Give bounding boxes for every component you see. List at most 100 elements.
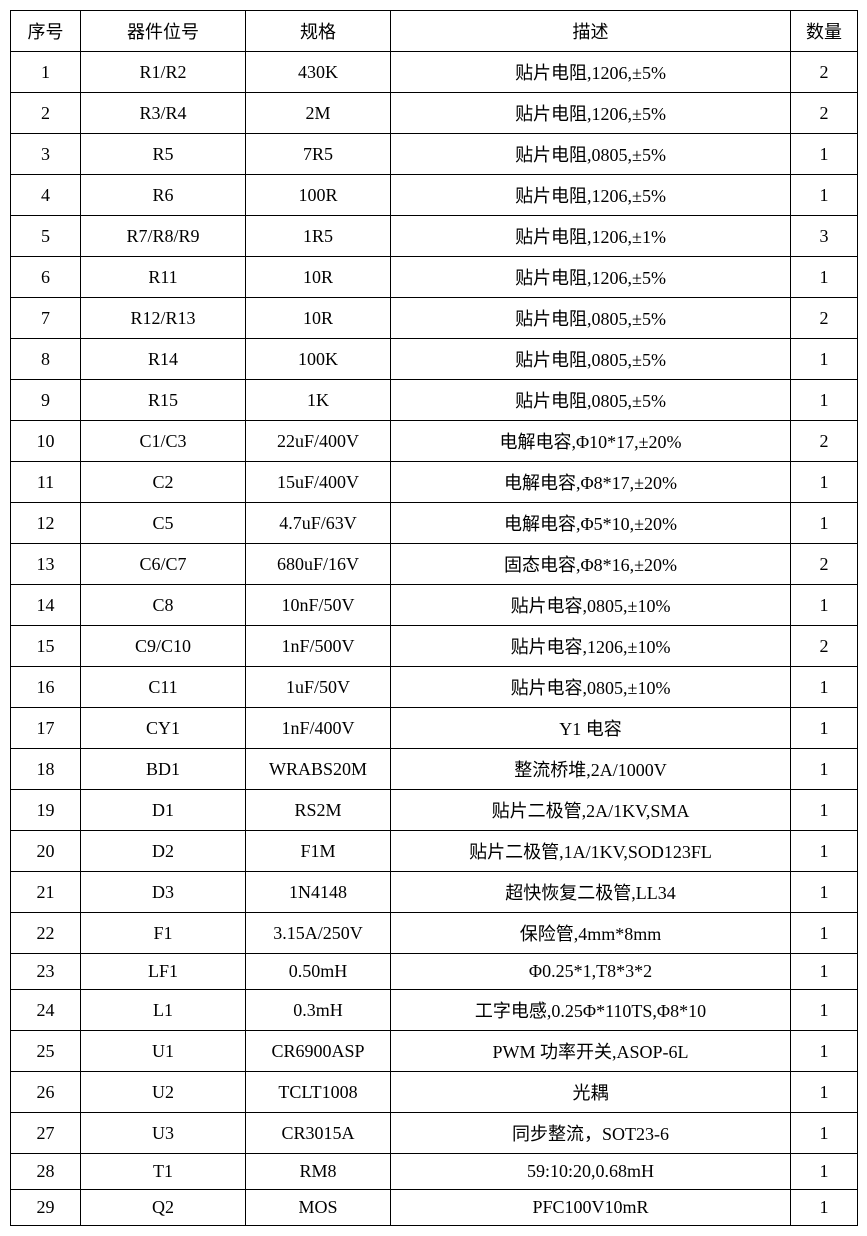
cell-quantity: 1 [791,1113,858,1154]
cell-designator: C9/C10 [81,626,246,667]
cell-index: 8 [11,339,81,380]
cell-designator: Q2 [81,1190,246,1226]
cell-description: 电解电容,Φ5*10,±20% [391,503,791,544]
cell-description: Φ0.25*1,T8*3*2 [391,954,791,990]
cell-description: 贴片电阻,1206,±5% [391,175,791,216]
cell-description: 电解电容,Φ8*17,±20% [391,462,791,503]
cell-spec: 10R [246,257,391,298]
cell-spec: 1uF/50V [246,667,391,708]
cell-description: 贴片电阻,0805,±5% [391,380,791,421]
cell-designator: D3 [81,872,246,913]
cell-spec: RS2M [246,790,391,831]
cell-designator: U2 [81,1072,246,1113]
cell-spec: 2M [246,93,391,134]
table-header-row: 序号 器件位号 规格 描述 数量 [11,11,858,52]
cell-designator: C2 [81,462,246,503]
cell-spec: 7R5 [246,134,391,175]
cell-spec: 10R [246,298,391,339]
table-row: 24L10.3mH工字电感,0.25Φ*110TS,Φ8*101 [11,990,858,1031]
col-header-quantity: 数量 [791,11,858,52]
cell-index: 7 [11,298,81,339]
cell-description: 固态电容,Φ8*16,±20% [391,544,791,585]
table-row: 26U2TCLT1008光耦1 [11,1072,858,1113]
table-row: 3R57R5贴片电阻,0805,±5%1 [11,134,858,175]
cell-index: 28 [11,1154,81,1190]
cell-index: 13 [11,544,81,585]
cell-index: 9 [11,380,81,421]
cell-designator: R14 [81,339,246,380]
cell-description: 工字电感,0.25Φ*110TS,Φ8*10 [391,990,791,1031]
cell-spec: 15uF/400V [246,462,391,503]
cell-index: 5 [11,216,81,257]
cell-designator: C1/C3 [81,421,246,462]
cell-spec: 10nF/50V [246,585,391,626]
cell-spec: 0.50mH [246,954,391,990]
table-row: 10C1/C322uF/400V电解电容,Φ10*17,±20%2 [11,421,858,462]
cell-index: 22 [11,913,81,954]
cell-description: 电解电容,Φ10*17,±20% [391,421,791,462]
cell-spec: 1R5 [246,216,391,257]
col-header-description: 描述 [391,11,791,52]
cell-index: 4 [11,175,81,216]
cell-description: 贴片二极管,2A/1KV,SMA [391,790,791,831]
cell-spec: 1nF/400V [246,708,391,749]
cell-designator: CY1 [81,708,246,749]
cell-index: 12 [11,503,81,544]
cell-designator: R12/R13 [81,298,246,339]
cell-designator: R1/R2 [81,52,246,93]
table-header: 序号 器件位号 规格 描述 数量 [11,11,858,52]
cell-spec: 1K [246,380,391,421]
cell-index: 24 [11,990,81,1031]
cell-spec: 100R [246,175,391,216]
cell-spec: 22uF/400V [246,421,391,462]
table-row: 19D1RS2M贴片二极管,2A/1KV,SMA1 [11,790,858,831]
cell-spec: 4.7uF/63V [246,503,391,544]
cell-description: 贴片电阻,1206,±1% [391,216,791,257]
cell-quantity: 1 [791,954,858,990]
cell-index: 26 [11,1072,81,1113]
cell-quantity: 1 [791,462,858,503]
cell-designator: R11 [81,257,246,298]
cell-index: 16 [11,667,81,708]
cell-designator: D2 [81,831,246,872]
table-row: 4R6100R贴片电阻,1206,±5%1 [11,175,858,216]
cell-description: 保险管,4mm*8mm [391,913,791,954]
table-row: 16C111uF/50V贴片电容,0805,±10%1 [11,667,858,708]
cell-spec: 100K [246,339,391,380]
table-row: 28T1RM859:10:20,0.68mH1 [11,1154,858,1190]
cell-quantity: 1 [791,175,858,216]
cell-index: 2 [11,93,81,134]
cell-quantity: 2 [791,421,858,462]
table-row: 18BD1WRABS20M整流桥堆,2A/1000V1 [11,749,858,790]
cell-designator: U1 [81,1031,246,1072]
cell-description: 超快恢复二极管,LL34 [391,872,791,913]
bom-table: 序号 器件位号 规格 描述 数量 1R1/R2430K贴片电阻,1206,±5%… [10,10,858,1226]
cell-spec: TCLT1008 [246,1072,391,1113]
cell-index: 1 [11,52,81,93]
cell-quantity: 1 [791,1072,858,1113]
cell-quantity: 1 [791,749,858,790]
cell-index: 20 [11,831,81,872]
cell-index: 11 [11,462,81,503]
cell-quantity: 1 [791,339,858,380]
table-row: 8R14100K贴片电阻,0805,±5%1 [11,339,858,380]
cell-quantity: 1 [791,1190,858,1226]
cell-spec: CR3015A [246,1113,391,1154]
cell-description: 贴片电阻,1206,±5% [391,93,791,134]
cell-spec: CR6900ASP [246,1031,391,1072]
table-row: 20D2F1M贴片二极管,1A/1KV,SOD123FL1 [11,831,858,872]
cell-description: 贴片电阻,0805,±5% [391,298,791,339]
cell-description: PWM 功率开关,ASOP-6L [391,1031,791,1072]
cell-quantity: 2 [791,93,858,134]
table-body: 1R1/R2430K贴片电阻,1206,±5%22R3/R42M贴片电阻,120… [11,52,858,1226]
table-row: 9R151K贴片电阻,0805,±5%1 [11,380,858,421]
cell-index: 27 [11,1113,81,1154]
cell-designator: D1 [81,790,246,831]
cell-spec: RM8 [246,1154,391,1190]
cell-quantity: 1 [791,585,858,626]
cell-designator: R5 [81,134,246,175]
cell-designator: F1 [81,913,246,954]
col-header-spec: 规格 [246,11,391,52]
cell-description: 贴片二极管,1A/1KV,SOD123FL [391,831,791,872]
table-row: 12C54.7uF/63V电解电容,Φ5*10,±20%1 [11,503,858,544]
